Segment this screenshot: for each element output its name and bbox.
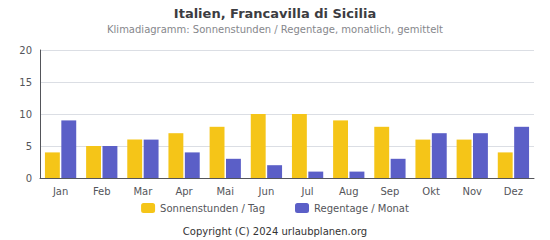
svg-text:Dez: Dez [504,186,523,197]
svg-text:Feb: Feb [93,186,111,197]
svg-text:20: 20 [19,45,32,56]
svg-text:0: 0 [26,173,32,184]
svg-text:Jan: Jan [52,186,68,197]
svg-text:Aug: Aug [339,186,359,197]
svg-text:Jun: Jun [258,186,275,197]
svg-text:Sep: Sep [380,186,399,197]
svg-text:10: 10 [19,109,32,120]
svg-text:Mar: Mar [133,186,153,197]
svg-text:15: 15 [19,77,32,88]
svg-text:Apr: Apr [175,186,193,197]
svg-text:Regentage / Monat: Regentage / Monat [314,203,409,214]
svg-text:Okt: Okt [422,186,440,197]
svg-text:Sonnenstunden / Tag: Sonnenstunden / Tag [160,203,265,214]
svg-text:Klimadiagramm: Sonnenstunden /: Klimadiagramm: Sonnenstunden / Regentage… [107,24,443,35]
svg-text:Copyright (C) 2024 urlaubplane: Copyright (C) 2024 urlaubplanen.org [183,226,367,237]
svg-text:Italien, Francavilla di Sicili: Italien, Francavilla di Sicilia [174,6,376,21]
svg-text:5: 5 [26,141,32,152]
svg-text:Nov: Nov [462,186,482,197]
svg-text:Jul: Jul [301,186,314,197]
svg-text:Mai: Mai [216,186,234,197]
